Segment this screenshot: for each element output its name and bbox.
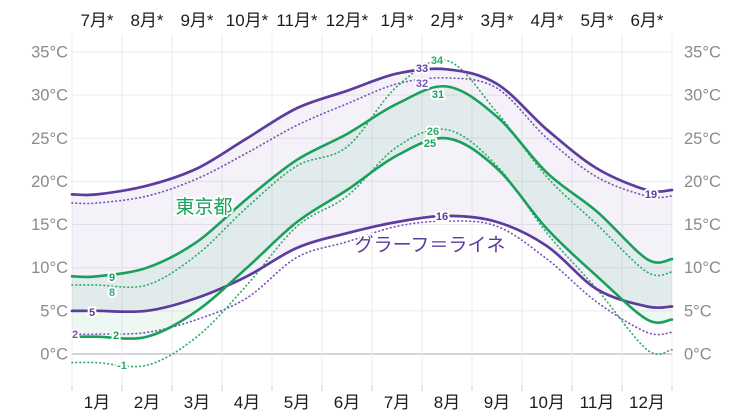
point-label: 2 <box>113 330 119 342</box>
x-axis-label-top: 7月* <box>80 11 113 30</box>
y-axis-label-left: 10°C <box>31 259 68 277</box>
x-axis-label-bottom: 1月 <box>84 393 110 412</box>
x-axis-label-top: 8月* <box>130 11 163 30</box>
x-axis-label-top: 5月* <box>580 11 613 30</box>
y-axis-label-right: 0°C <box>684 345 712 363</box>
x-axis-label-top: 3月* <box>480 11 513 30</box>
y-axis-label-left: 25°C <box>31 130 68 148</box>
point-label: 19 <box>645 189 657 201</box>
point-label: 5 <box>89 307 95 319</box>
y-axis-label-left: 5°C <box>40 302 68 320</box>
temperature-line-graaff_low <box>70 214 674 314</box>
temperature-line-tokyo_high <box>70 85 674 279</box>
location-label-0: 東京都 <box>175 196 232 218</box>
x-axis-label-bottom: 6月 <box>334 393 360 412</box>
point-label: 34 <box>431 55 444 67</box>
x-axis-label-top: 12月* <box>326 11 369 30</box>
temperature-line-tokyo_low_dotted <box>71 128 673 368</box>
x-axis-label-top: 2月* <box>430 11 463 30</box>
point-label: 31 <box>432 89 444 101</box>
temperature-band <box>72 86 672 339</box>
y-axis-label-left: 35°C <box>31 44 68 62</box>
x-axis-label-top: 11月* <box>276 11 318 30</box>
temperature-line-graaff_high_dotted <box>71 76 673 205</box>
x-axis-label-bottom: 3月 <box>184 393 210 412</box>
point-label: 8 <box>109 287 115 299</box>
location-label-1: グラーフ＝ライネ <box>355 234 506 256</box>
point-label: 33 <box>416 63 428 75</box>
x-axis-label-top: 6月* <box>630 11 663 30</box>
temperature-line-tokyo_low <box>70 136 674 340</box>
x-axis-label-top: 9月* <box>180 11 213 30</box>
x-axis-label-top: 10月* <box>226 11 269 30</box>
x-axis-label-bottom: 5月 <box>284 393 310 412</box>
y-axis-label-left: 0°C <box>40 345 68 363</box>
point-label: 16 <box>436 211 448 223</box>
temperature-line-graaff_high <box>70 67 674 197</box>
x-axis-label-bottom: 12月 <box>629 393 665 412</box>
x-axis-label-bottom: 4月 <box>234 393 260 412</box>
y-axis-label-right: 15°C <box>684 216 721 234</box>
temperature-line-graaff_low_dotted <box>71 220 673 336</box>
y-axis-label-right: 5°C <box>684 302 712 320</box>
point-label: -1 <box>117 360 127 372</box>
point-label: 9 <box>109 272 115 284</box>
y-axis-label-left: 15°C <box>31 216 68 234</box>
y-axis-label-right: 35°C <box>684 44 721 62</box>
x-axis-label-bottom: 2月 <box>134 393 160 412</box>
y-axis-label-left: 30°C <box>31 87 68 105</box>
temperature-line-tokyo_high_dotted <box>71 59 673 289</box>
temperature-band <box>72 68 672 312</box>
point-label: 26 <box>427 126 439 138</box>
x-axis-label-bottom: 11月 <box>580 393 615 412</box>
point-label: 32 <box>416 78 428 90</box>
y-axis-label-right: 30°C <box>684 87 721 105</box>
y-axis-label-right: 10°C <box>684 259 721 277</box>
x-axis-label-top: 4月* <box>530 11 563 30</box>
y-axis-label-right: 20°C <box>684 173 721 191</box>
x-axis-label-bottom: 9月 <box>484 393 510 412</box>
x-axis-label-bottom: 10月 <box>529 393 565 412</box>
y-axis-label-left: 20°C <box>31 173 68 191</box>
point-label: 2 <box>72 329 78 341</box>
x-axis-label-bottom: 8月 <box>434 393 460 412</box>
x-axis-label-top: 1月* <box>380 11 413 30</box>
point-label: 25 <box>424 138 436 150</box>
x-axis-label-bottom: 7月 <box>384 393 410 412</box>
y-axis-label-right: 25°C <box>684 130 721 148</box>
